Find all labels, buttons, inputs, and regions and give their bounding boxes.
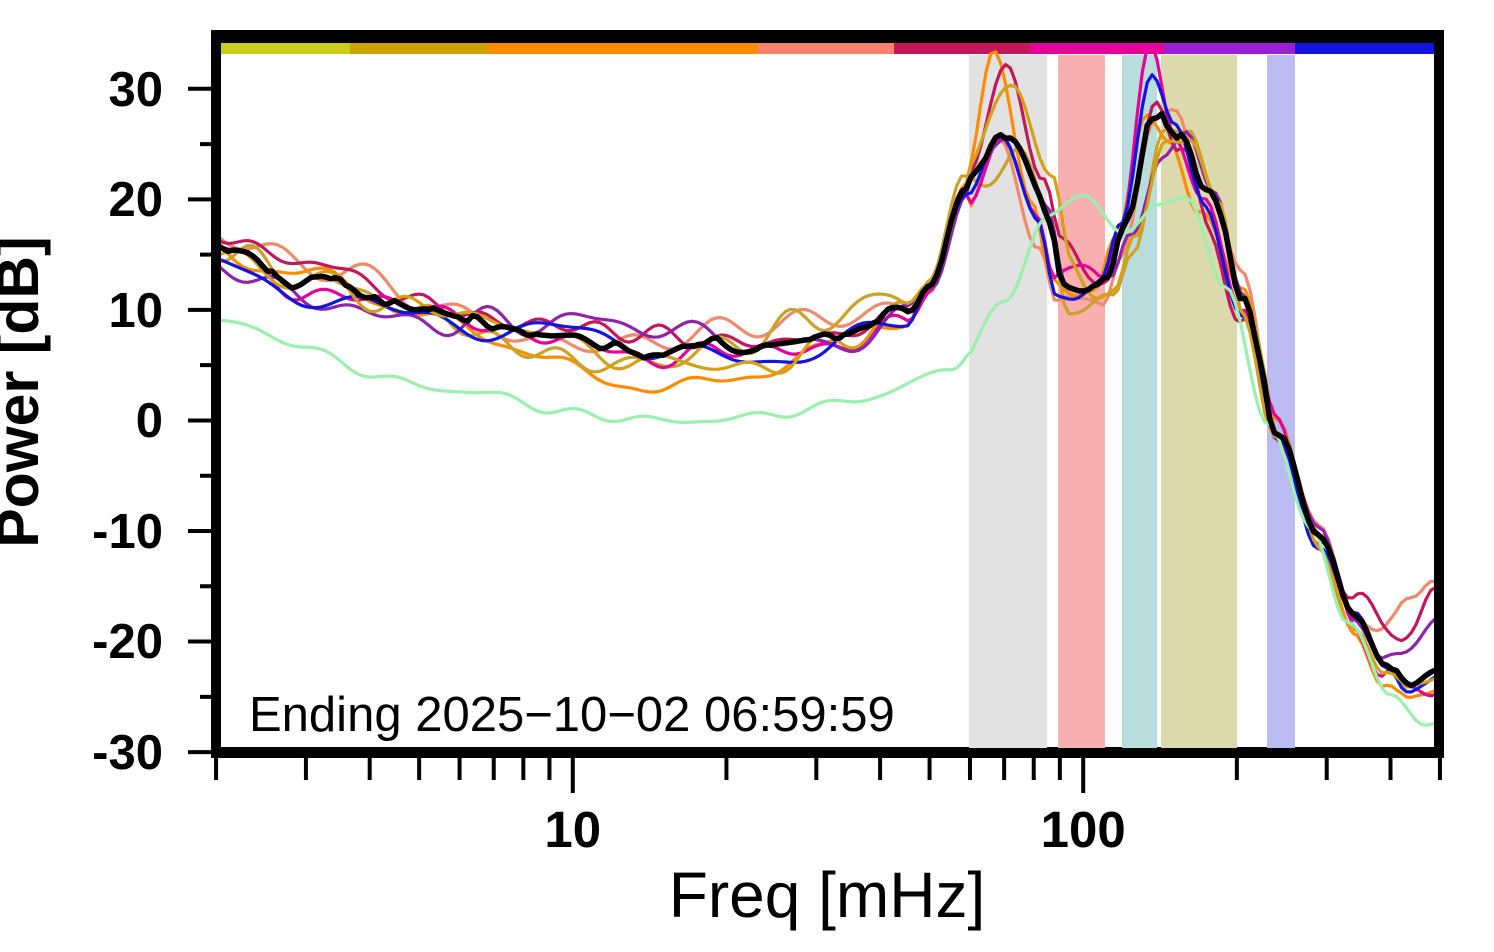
svg-text:Freq [mHz]: Freq [mHz] [669,859,985,931]
svg-text:-10: -10 [92,505,163,559]
svg-text:100: 100 [1041,801,1126,858]
svg-text:10: 10 [544,801,601,858]
svg-text:0: 0 [136,394,163,448]
svg-text:-20: -20 [92,615,163,669]
svg-text:Ending 2025−10−02 06:59:59: Ending 2025−10−02 06:59:59 [249,688,895,742]
svg-text:30: 30 [108,63,163,117]
svg-text:20: 20 [108,173,163,227]
svg-text:Power [dB]: Power [dB] [0,236,51,547]
svg-text:10: 10 [108,284,163,338]
svg-text:-30: -30 [92,726,163,780]
